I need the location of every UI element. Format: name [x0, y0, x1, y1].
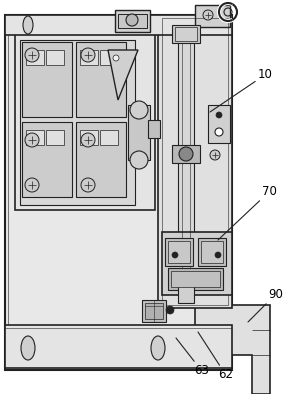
Polygon shape [108, 50, 138, 100]
Circle shape [130, 101, 148, 119]
Bar [118, 14, 147, 28]
Bar [208, 105, 230, 143]
Bar [100, 130, 118, 145]
Bar [158, 15, 232, 308]
Text: 63: 63 [176, 338, 209, 377]
Circle shape [25, 178, 39, 192]
Circle shape [210, 150, 220, 160]
Ellipse shape [21, 336, 35, 360]
Bar [128, 105, 150, 160]
Bar [5, 15, 232, 370]
Circle shape [166, 306, 174, 314]
Circle shape [172, 252, 178, 258]
Bar [165, 238, 193, 266]
Bar [80, 50, 98, 65]
Bar [171, 271, 220, 287]
Bar [178, 275, 194, 303]
Bar [168, 268, 223, 290]
Ellipse shape [151, 336, 165, 360]
Circle shape [81, 133, 95, 147]
Bar [142, 300, 166, 322]
Text: 10: 10 [210, 68, 273, 112]
Circle shape [126, 14, 138, 26]
Bar [172, 25, 200, 43]
Circle shape [113, 55, 119, 61]
Circle shape [179, 147, 193, 161]
Bar [46, 50, 64, 65]
Circle shape [81, 178, 95, 192]
Bar [76, 42, 126, 117]
Circle shape [81, 48, 95, 62]
Polygon shape [195, 305, 270, 394]
Bar [15, 32, 155, 210]
Circle shape [130, 151, 148, 169]
Bar [22, 42, 72, 117]
Bar [5, 325, 232, 368]
Circle shape [25, 48, 39, 62]
Bar [175, 27, 197, 41]
Bar [76, 122, 126, 197]
Text: 90: 90 [248, 288, 283, 322]
Circle shape [25, 133, 39, 147]
Bar [178, 30, 194, 270]
Text: 62: 62 [198, 332, 233, 381]
Circle shape [215, 128, 223, 136]
Bar [168, 241, 190, 263]
Bar [172, 145, 200, 163]
Bar [145, 303, 163, 319]
Bar [100, 50, 118, 65]
Bar [195, 5, 230, 27]
Bar [20, 40, 135, 205]
Bar [148, 120, 160, 138]
Bar [162, 18, 228, 305]
Bar [26, 50, 44, 65]
Bar [80, 130, 98, 145]
Circle shape [215, 252, 221, 258]
Bar [46, 130, 64, 145]
Text: 70: 70 [218, 185, 277, 240]
Bar [26, 130, 44, 145]
Bar [198, 238, 226, 266]
Bar [162, 232, 232, 295]
Bar [115, 10, 150, 32]
Bar [201, 241, 223, 263]
Bar [8, 18, 229, 367]
Ellipse shape [23, 16, 33, 34]
Circle shape [203, 10, 213, 20]
Bar [22, 122, 72, 197]
Bar [5, 15, 232, 35]
Circle shape [216, 112, 222, 118]
